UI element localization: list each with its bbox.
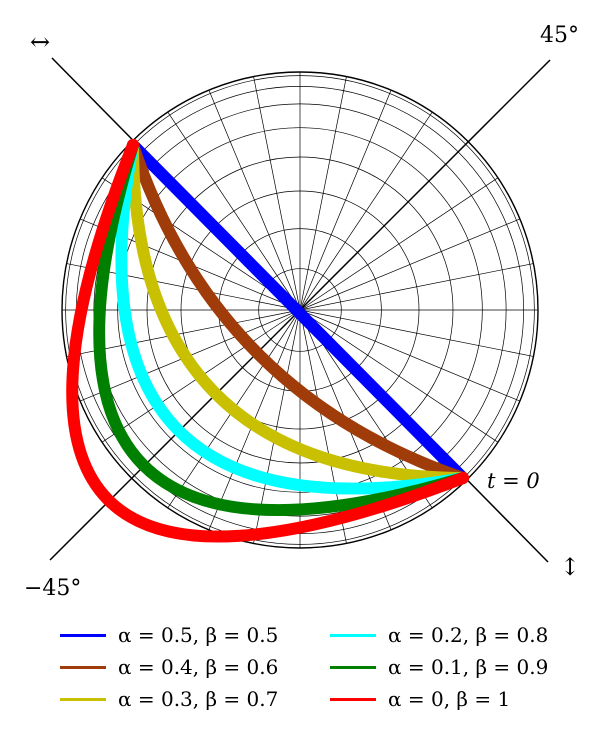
legend-swatch: [330, 665, 376, 669]
legend-label: α = 0.5, β = 0.5: [118, 623, 279, 647]
legend-item: α = 0, β = 1: [330, 684, 510, 714]
legend: α = 0.5, β = 0.5 α = 0.4, β = 0.6 α = 0.…: [60, 620, 580, 720]
longitude-line: [208, 89, 301, 311]
sphere-grid: [61, 71, 539, 549]
longitude-line: [299, 263, 534, 311]
start-point-label: t = 0: [487, 469, 540, 493]
legend-label: α = 0.2, β = 0.8: [388, 623, 549, 647]
legend-swatch: [330, 697, 376, 701]
end-point-marker: [127, 139, 139, 151]
legend-label: α = 0.4, β = 0.6: [118, 655, 279, 679]
endpoint-markers: [127, 139, 469, 484]
trajectory-curve: [115, 139, 469, 495]
legend-item: α = 0.2, β = 0.8: [330, 620, 548, 650]
longitude-line: [299, 177, 499, 311]
legend-swatch: [60, 633, 106, 637]
longitude-line: [253, 76, 301, 311]
horizontal-arrow-label: ↔: [30, 28, 50, 56]
longitude-line: [299, 111, 433, 311]
angle-45-label: 45°: [540, 23, 579, 48]
legend-swatch: [60, 665, 106, 669]
trajectory-curve: [126, 139, 469, 484]
longitude-line: [299, 76, 347, 311]
longitude-line: [299, 309, 521, 402]
legend-swatch: [60, 697, 106, 701]
legend-item: α = 0.5, β = 0.5: [60, 620, 278, 650]
longitude-line: [299, 309, 499, 443]
longitude-line: [167, 111, 301, 311]
longitude-line: [299, 309, 534, 357]
legend-item: α = 0.4, β = 0.6: [60, 652, 278, 682]
legend-item: α = 0.1, β = 0.9: [330, 652, 548, 682]
vertical-arrow-label: ↕: [560, 553, 580, 581]
start-point-marker: [457, 472, 469, 484]
trajectory-curve: [66, 139, 469, 543]
trajectory-curve: [127, 139, 469, 484]
longitude-line: [299, 89, 392, 311]
trajectory-curve: [93, 139, 469, 517]
angle-minus-45-label: −45°: [24, 576, 81, 601]
legend-label: α = 0, β = 1: [388, 687, 511, 711]
longitude-line: [299, 218, 521, 311]
legend-label: α = 0.1, β = 0.9: [388, 655, 549, 679]
legend-item: α = 0.3, β = 0.7: [60, 684, 278, 714]
trajectory-curves: [66, 139, 469, 543]
trajectory-curve: [127, 139, 469, 484]
legend-label: α = 0.3, β = 0.7: [118, 687, 279, 711]
legend-swatch: [330, 633, 376, 637]
